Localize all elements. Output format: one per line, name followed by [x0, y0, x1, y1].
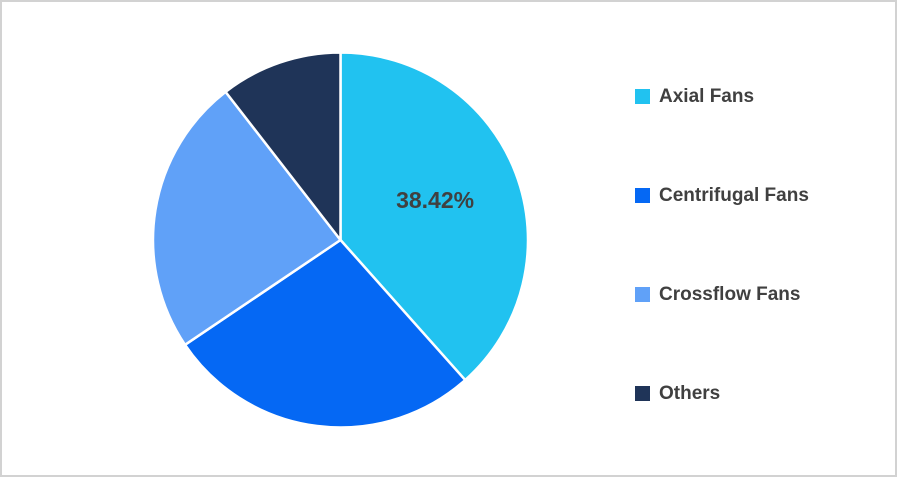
legend-item-crossflow-fans: Crossflow Fans	[635, 282, 809, 306]
legend-swatch-crossflow-fans-icon	[635, 286, 650, 302]
pie-slice-crossflow-fans	[151, 90, 342, 347]
legend-label-axial-fans: Axial Fans	[659, 85, 755, 107]
legend: Axial Fans Centrifugal Fans Crossflow Fa…	[635, 84, 809, 405]
legend-swatch-others-icon	[635, 385, 650, 401]
pie-slices	[151, 51, 530, 429]
pie-slice-centrifugal-fans	[183, 238, 467, 429]
legend-label-others: Others	[659, 382, 721, 404]
legend-item-centrifugal-fans: Centrifugal Fans	[635, 183, 809, 207]
legend-swatch-centrifugal-fans-icon	[635, 187, 650, 203]
legend-item-others: Others	[635, 381, 809, 405]
legend-swatch-axial-fans-icon	[635, 88, 650, 104]
legend-label-centrifugal-fans: Centrifugal Fans	[659, 184, 809, 206]
pie-data-label: 38.42%	[396, 187, 474, 213]
legend-item-axial-fans: Axial Fans	[635, 84, 809, 108]
pie-slice-others	[224, 51, 342, 242]
pie-slice-axial-fans	[339, 51, 530, 382]
legend-label-crossflow-fans: Crossflow Fans	[659, 283, 801, 305]
